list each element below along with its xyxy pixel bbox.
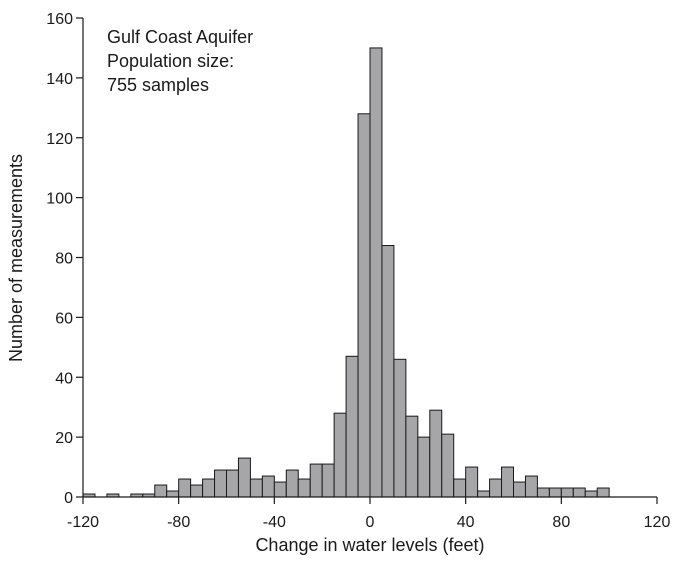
histogram-bar <box>154 484 168 498</box>
y-tick-label: 60 <box>55 310 73 327</box>
histogram-bar <box>405 415 419 498</box>
x-tick-label: 80 <box>552 514 570 531</box>
histogram-bar <box>237 457 251 498</box>
histogram-bar <box>249 478 263 498</box>
histogram-bar <box>309 463 323 498</box>
y-tick-label: 100 <box>46 191 73 208</box>
histogram-bar <box>345 355 359 498</box>
y-tick-label: 20 <box>55 430 73 447</box>
histogram-bar <box>489 478 503 498</box>
y-tick-label: 0 <box>64 490 73 507</box>
histogram-bar <box>333 412 347 498</box>
x-tick-label: -80 <box>167 514 190 531</box>
y-tick-label: 40 <box>55 370 73 387</box>
histogram-bar <box>501 466 514 498</box>
histogram-bar <box>572 487 586 498</box>
histogram-bar <box>524 475 538 498</box>
y-axis-ticks: 0 20 40 60 80 100 120 140 160 <box>46 11 83 507</box>
histogram-bar <box>321 463 335 498</box>
histogram-bar <box>190 484 204 498</box>
annotation-line: Population size: <box>107 51 234 71</box>
y-tick-label: 140 <box>46 71 73 88</box>
histogram-bars <box>82 47 610 498</box>
histogram-bar <box>393 358 407 498</box>
histogram-bar <box>369 47 383 498</box>
histogram-bar <box>441 433 455 498</box>
histogram-bar <box>166 490 180 498</box>
histogram-bar <box>357 113 371 498</box>
histogram-bar <box>596 487 610 498</box>
x-tick-label: 0 <box>366 514 375 531</box>
histogram-bar <box>560 487 574 498</box>
histogram-bar <box>261 475 275 498</box>
histogram-bar <box>513 481 526 498</box>
histogram-bar <box>477 490 491 498</box>
x-tick-label: 40 <box>457 514 475 531</box>
chart-annotation: Gulf Coast Aquifer Population size: 755 sa… <box>107 27 253 95</box>
x-tick-label: -120 <box>67 514 99 531</box>
histogram-bar <box>297 478 311 498</box>
histogram-bar <box>178 478 192 498</box>
annotation-line: Gulf Coast Aquifer <box>107 27 253 47</box>
histogram-bar <box>453 478 467 498</box>
y-tick-label: 120 <box>46 131 73 148</box>
annotation-line: 755 samples <box>107 75 209 95</box>
histogram-bar <box>381 245 395 498</box>
histogram-bar <box>548 487 562 498</box>
histogram-bar <box>465 466 479 498</box>
histogram-bar <box>584 490 598 498</box>
y-tick-label: 80 <box>55 251 73 268</box>
histogram-bar <box>202 478 216 498</box>
y-tick-label: 160 <box>46 11 73 28</box>
histogram-bar <box>429 409 443 498</box>
x-tick-label: 120 <box>644 514 671 531</box>
y-axis-label: Number of measurements <box>6 154 26 362</box>
histogram-bar <box>417 436 431 498</box>
histogram-bar <box>226 469 239 498</box>
x-axis-label: Change in water levels (feet) <box>255 535 484 555</box>
x-axis-ticks: -120 -80 -40 0 40 80 120 <box>67 497 670 531</box>
histogram-bar <box>273 481 287 498</box>
histogram-bar <box>285 469 299 498</box>
x-tick-label: -40 <box>263 514 286 531</box>
histogram-bar <box>536 487 550 498</box>
histogram-bar <box>214 469 228 498</box>
